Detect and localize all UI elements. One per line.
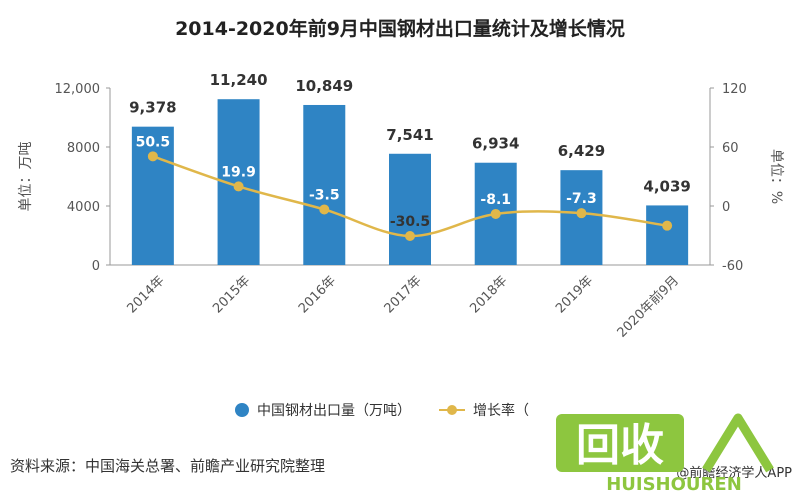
x-category-label: 2016年 (296, 273, 339, 316)
rate-value-label: -30.5 (390, 214, 430, 230)
credit-note: @前瞻经济学人APP (676, 466, 792, 481)
bar (131, 126, 174, 265)
source-note: 资料来源：中国海关总署、前瞻产业研究院整理 (10, 457, 326, 475)
legend-item-line: 增长率（ (439, 400, 529, 420)
bar (646, 205, 689, 265)
bar-value-label: 9,378 (129, 99, 176, 117)
rate-value-label: 19.9 (221, 164, 256, 180)
legend-line-label: 增长率（ (473, 403, 529, 419)
legend-dot-icon (235, 403, 249, 417)
y-right-tick-label: -60 (722, 259, 743, 274)
growth-rate-point (490, 208, 501, 219)
chart-title: 2014-2020年前9月中国钢材出口量统计及增长情况 (175, 18, 625, 40)
x-category-label: 2018年 (467, 273, 510, 316)
bar-value-label: 4,039 (643, 177, 690, 195)
legend: 中国钢材出口量（万吨） 增长率（ (235, 400, 557, 420)
y-right-tick-label: 60 (722, 141, 739, 156)
legend-item-bar: 中国钢材出口量（万吨） (235, 400, 411, 420)
bar-value-label: 7,541 (386, 126, 433, 144)
x-category-label: 2019年 (553, 273, 596, 316)
x-category-label: 2015年 (210, 273, 253, 316)
bar (303, 104, 346, 265)
rate-value-label: -3.5 (309, 187, 340, 203)
x-category-label: 2014年 (124, 273, 167, 316)
y-left-tick-label: 12,000 (55, 82, 101, 97)
bar-value-label: 6,934 (472, 135, 519, 153)
y-left-tick-label: 0 (92, 259, 100, 274)
rate-value-label: 50.5 (136, 134, 171, 150)
growth-rate-point (662, 220, 673, 231)
x-category-label: 2020年前9月 (614, 273, 682, 341)
watermark-logo: 回收 HUISHOUREN (556, 413, 774, 494)
y-left-axis-title: 单位：万吨 (18, 142, 34, 212)
rate-value-label: -8.1 (480, 192, 511, 208)
watermark-small-text: HUISHOUREN (606, 474, 742, 494)
growth-rate-point (147, 151, 158, 162)
rate-value-label: -7.3 (566, 191, 597, 207)
watermark-person-icon (702, 413, 774, 473)
bar-value-label: 11,240 (210, 71, 268, 89)
y-left-tick-label: 8000 (67, 141, 100, 156)
watermark-badge (556, 414, 684, 472)
y-right-tick-label: 120 (722, 82, 747, 97)
growth-rate-point (233, 181, 244, 192)
bar-value-label: 6,429 (558, 142, 605, 160)
growth-rate-point (576, 208, 587, 219)
x-category-label: 2017年 (382, 273, 425, 316)
legend-line-icon (439, 405, 465, 415)
y-right-axis-title: 单位：% (768, 149, 784, 204)
y-left-tick-label: 4000 (67, 200, 100, 215)
growth-rate-point (319, 204, 330, 215)
y-right-tick-label: 0 (722, 200, 730, 215)
legend-bar-label: 中国钢材出口量（万吨） (257, 403, 411, 419)
bar (389, 153, 431, 265)
chart: 0 4000 8000 12,000 -60 0 60 120 单位：万吨 单位：% 9,378 11… (18, 71, 784, 341)
bar-value-label: 10,849 (295, 77, 353, 95)
watermark-big-text: 回收 (576, 420, 664, 471)
growth-rate-point (405, 230, 415, 241)
